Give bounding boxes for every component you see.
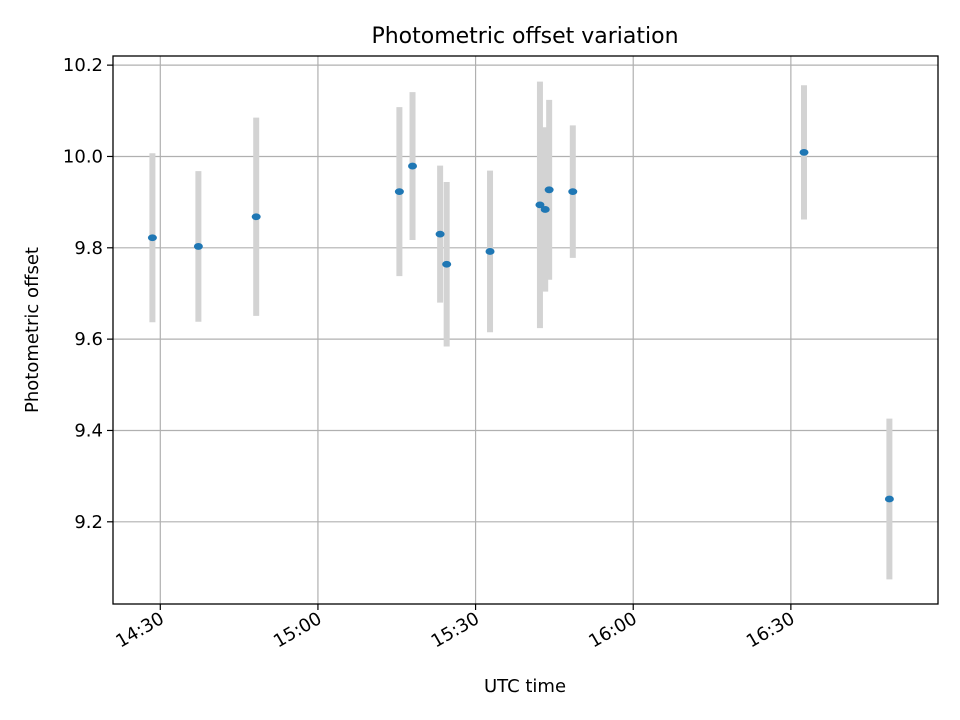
- data-point: [442, 260, 452, 268]
- data-point: [394, 188, 404, 196]
- data-point: [485, 248, 495, 255]
- data-point: [540, 206, 550, 213]
- y-tick-label: 10.0: [63, 146, 103, 167]
- y-tick-label: 10.2: [63, 55, 103, 76]
- y-tick-label: 9.4: [74, 420, 103, 441]
- grid-lines: [113, 56, 938, 604]
- data-point: [147, 234, 157, 242]
- y-axis-ticks: 9.2 9.4 9.6 9.8 10.0 10.2: [63, 55, 113, 533]
- data-point: [251, 213, 261, 221]
- data-point: [535, 201, 545, 209]
- data-point: [435, 230, 445, 238]
- data-markers: [147, 148, 894, 503]
- data-point: [568, 188, 578, 196]
- x-axis-label: UTC time: [484, 676, 566, 697]
- data-point: [193, 243, 203, 250]
- y-tick-label: 9.2: [74, 512, 103, 533]
- y-axis-label: Photometric offset: [22, 247, 43, 413]
- data-point: [544, 186, 554, 194]
- data-point: [799, 148, 809, 156]
- data-point: [884, 495, 894, 503]
- chart-title: Photometric offset variation: [371, 24, 678, 49]
- plot-frame: [112, 55, 939, 605]
- y-tick-label: 9.6: [74, 329, 103, 350]
- y-tick-label: 9.8: [74, 238, 103, 259]
- data-point: [408, 162, 418, 170]
